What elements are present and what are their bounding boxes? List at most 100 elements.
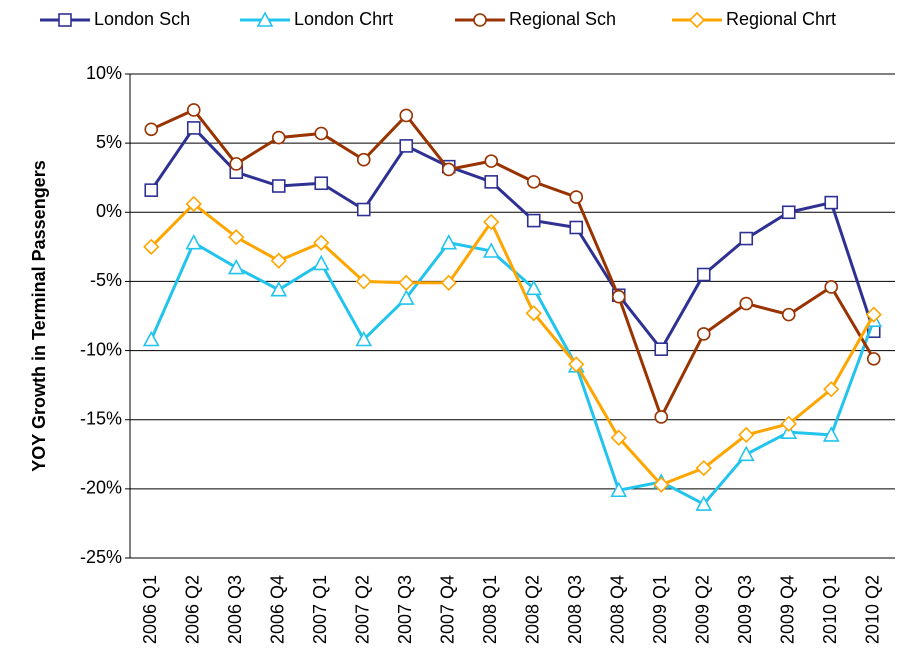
- point: [610, 481, 628, 498]
- y-tick-label: -5%: [90, 270, 122, 290]
- point: [610, 429, 627, 446]
- point: [227, 258, 245, 275]
- y-tick-label: -20%: [80, 478, 122, 498]
- x-tick-label: 2009 Q2: [693, 575, 713, 644]
- legend-label: London Sch: [94, 9, 190, 29]
- x-tick-label: 2007 Q3: [395, 575, 415, 644]
- point: [569, 220, 584, 235]
- legend-label: Regional Sch: [509, 9, 616, 29]
- x-tick-label: 2010 Q1: [820, 575, 840, 644]
- point: [823, 381, 840, 398]
- x-tick-label: 2006 Q4: [268, 575, 288, 644]
- point: [569, 190, 584, 204]
- x-tick-label: 2007 Q1: [310, 575, 330, 644]
- x-tick-label: 2009 Q3: [735, 575, 755, 644]
- point: [483, 213, 500, 231]
- legend-label: Regional Chrt: [726, 9, 836, 29]
- point: [525, 279, 543, 296]
- point: [526, 175, 541, 189]
- y-tick-label: 5%: [96, 132, 122, 152]
- x-tick-label: 2009 Q4: [778, 575, 798, 644]
- point: [271, 179, 286, 193]
- point: [271, 130, 286, 145]
- y-axis-title: YOY Growth in Terminal Passengers: [29, 160, 49, 471]
- legend-marker: [256, 11, 274, 27]
- point: [398, 274, 415, 291]
- legend-label: London Chrt: [294, 9, 393, 29]
- point: [482, 242, 500, 258]
- point: [611, 289, 626, 304]
- series-line: [150, 201, 876, 487]
- point: [185, 234, 203, 250]
- point: [397, 289, 415, 305]
- point: [824, 195, 839, 210]
- point: [185, 195, 202, 213]
- point: [229, 157, 244, 171]
- point: [399, 108, 414, 123]
- x-tick-label: 2007 Q4: [438, 575, 458, 644]
- point: [738, 426, 755, 444]
- legend-marker: [473, 13, 487, 27]
- point: [780, 415, 797, 432]
- point: [484, 154, 499, 168]
- series-line: [150, 125, 876, 352]
- point: [314, 176, 329, 191]
- x-tick-label: 2006 Q2: [183, 575, 203, 644]
- point: [142, 330, 160, 347]
- point: [484, 175, 499, 189]
- point: [824, 280, 839, 294]
- point: [440, 234, 458, 250]
- point: [695, 459, 712, 477]
- point: [440, 274, 457, 291]
- point: [865, 306, 882, 323]
- point: [270, 252, 287, 269]
- point: [866, 352, 881, 366]
- x-tick-label: 2008 Q4: [608, 575, 628, 644]
- y-tick-label: 0%: [96, 201, 122, 221]
- y-tick-label: -25%: [80, 547, 122, 567]
- y-tick-label: -10%: [80, 339, 122, 359]
- x-tick-label: 2008 Q1: [480, 575, 500, 644]
- point: [695, 495, 713, 511]
- series-line: [150, 108, 876, 421]
- x-tick-label: 2010 Q2: [863, 575, 883, 644]
- point: [314, 126, 329, 141]
- x-tick-label: 2007 Q2: [353, 575, 373, 644]
- point: [781, 205, 796, 220]
- point: [355, 273, 372, 290]
- point: [526, 213, 541, 228]
- point: [356, 152, 371, 167]
- point: [737, 445, 755, 462]
- point: [739, 296, 754, 311]
- x-tick-label: 2008 Q3: [565, 575, 585, 644]
- point: [654, 342, 669, 356]
- point: [355, 330, 373, 347]
- point: [399, 139, 414, 153]
- point: [144, 122, 159, 137]
- legend-marker: [688, 11, 706, 29]
- point: [186, 121, 201, 135]
- point: [270, 281, 288, 297]
- point: [568, 356, 585, 373]
- point: [654, 410, 669, 424]
- point: [696, 327, 711, 341]
- legend-marker: [58, 13, 72, 27]
- point: [313, 234, 330, 251]
- point: [186, 103, 201, 117]
- point: [228, 229, 245, 246]
- point: [653, 476, 670, 493]
- point: [739, 231, 754, 246]
- point: [441, 162, 456, 177]
- point: [356, 202, 371, 217]
- x-tick-label: 2006 Q1: [140, 575, 160, 644]
- y-tick-label: -15%: [80, 408, 122, 428]
- point: [144, 183, 159, 197]
- point: [312, 254, 330, 271]
- x-tick-label: 2008 Q2: [523, 575, 543, 644]
- point: [143, 238, 160, 255]
- point: [696, 267, 711, 282]
- y-tick-label: 10%: [86, 63, 122, 83]
- x-tick-label: 2006 Q3: [225, 575, 245, 644]
- x-tick-label: 2009 Q1: [650, 575, 670, 644]
